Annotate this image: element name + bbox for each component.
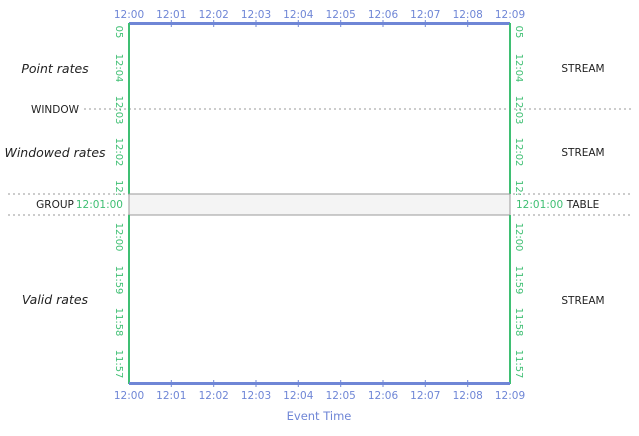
right-processing-tick-label: 12:03 bbox=[513, 96, 524, 125]
point-rates-label: Point rates bbox=[21, 61, 89, 76]
bottom-tick-label: 12:00 bbox=[114, 390, 144, 402]
bottom-tick-label: 12:02 bbox=[199, 390, 229, 402]
bottom-tick-label: 12:03 bbox=[241, 390, 271, 402]
bottom-tick-label: 12:08 bbox=[453, 390, 483, 402]
left-processing-tick-label: 12:04 bbox=[113, 54, 124, 83]
top-tick-label: 12:01 bbox=[156, 9, 186, 21]
group-time-right: 12:01:00 bbox=[516, 199, 563, 211]
group-label: GROUP bbox=[36, 199, 74, 211]
top-tick-labels: 12:00 12:01 12:02 12:03 12:04 12:05 12:0… bbox=[114, 9, 525, 21]
bottom-tick-marks bbox=[170, 380, 469, 387]
bottom-tick-label: 12:05 bbox=[326, 390, 356, 402]
right-labels: STREAM STREAM TABLE STREAM bbox=[561, 63, 604, 307]
right-processing-tick-label: 11:58 bbox=[513, 308, 524, 337]
window-label: WINDOW bbox=[31, 104, 80, 116]
left-processing-tick-label: 05 bbox=[113, 26, 124, 39]
table-label: TABLE bbox=[566, 199, 599, 211]
group-band bbox=[128, 193, 511, 216]
top-tick-label: 12:02 bbox=[199, 9, 229, 21]
bottom-tick-labels: 12:00 12:01 12:02 12:03 12:04 12:05 12:0… bbox=[114, 390, 525, 402]
left-processing-tick-label: 12: bbox=[113, 180, 124, 196]
bottom-tick-label: 12:07 bbox=[410, 390, 440, 402]
right-processing-tick-label: 12:04 bbox=[513, 54, 524, 83]
bottom-tick-label: 12:01 bbox=[156, 390, 186, 402]
bottom-tick-label: 12:06 bbox=[368, 390, 399, 402]
left-labels: Point rates WINDOW Windowed rates GROUP … bbox=[4, 61, 106, 307]
left-processing-time-ticks: 05 12:04 12:03 12:02 12: 12:00 11:59 11:… bbox=[113, 26, 124, 379]
top-tick-marks bbox=[170, 20, 469, 27]
right-processing-tick-label: 12:02 bbox=[513, 138, 524, 167]
left-processing-tick-label: 11:57 bbox=[113, 350, 124, 379]
left-processing-tick-label: 12:02 bbox=[113, 138, 124, 167]
right-processing-tick-label: 05 bbox=[513, 26, 524, 39]
top-tick-label: 12:06 bbox=[368, 9, 399, 21]
stream-label-middle: STREAM bbox=[561, 147, 604, 159]
bottom-panel bbox=[128, 215, 511, 385]
top-panel bbox=[128, 22, 511, 194]
left-processing-tick-label: 11:59 bbox=[113, 266, 124, 295]
group-band-box bbox=[128, 193, 511, 216]
left-processing-tick-label: 12:00 bbox=[113, 223, 124, 252]
top-tick-label: 12:03 bbox=[241, 9, 271, 21]
axis-title: Event Time bbox=[287, 409, 352, 423]
top-tick-label: 12:09 bbox=[495, 9, 525, 21]
left-processing-tick-label: 11:58 bbox=[113, 308, 124, 337]
top-tick-label: 12:08 bbox=[453, 9, 483, 21]
right-processing-time-ticks: 05 12:04 12:03 12:02 12: 12:00 11:59 11:… bbox=[513, 26, 524, 379]
windowed-rates-label: Windowed rates bbox=[4, 145, 106, 160]
top-tick-label: 12:07 bbox=[410, 9, 440, 21]
right-processing-tick-label: 11:57 bbox=[513, 350, 524, 379]
bottom-tick-label: 12:09 bbox=[495, 390, 525, 402]
stream-label-bottom: STREAM bbox=[561, 295, 604, 307]
right-processing-tick-label: 12: bbox=[513, 180, 524, 196]
stream-label-top: STREAM bbox=[561, 63, 604, 75]
bottom-tick-label: 12:04 bbox=[283, 390, 314, 402]
right-processing-tick-label: 11:59 bbox=[513, 266, 524, 295]
valid-rates-label: Valid rates bbox=[22, 292, 89, 307]
left-processing-tick-label: 12:03 bbox=[113, 96, 124, 125]
top-tick-label: 12:04 bbox=[283, 9, 314, 21]
top-tick-label: 12:00 bbox=[114, 9, 144, 21]
top-tick-label: 12:05 bbox=[326, 9, 356, 21]
group-time-left: 12:01:00 bbox=[76, 199, 123, 211]
right-processing-tick-label: 12:00 bbox=[513, 223, 524, 252]
